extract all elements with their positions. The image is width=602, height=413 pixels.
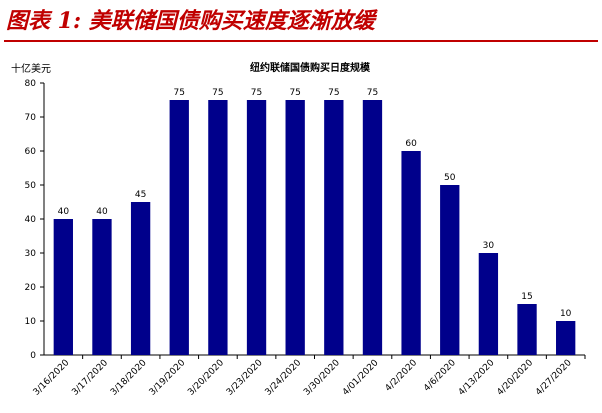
- x-tick-label: 4/13/2020: [457, 358, 497, 398]
- bar: [246, 100, 267, 355]
- x-tick-label: 3/16/2020: [32, 358, 72, 398]
- chart-title: 纽约联储国债购买日度规模: [250, 63, 370, 74]
- x-tick-label: 3/23/2020: [225, 358, 265, 398]
- bar-data-label: 75: [251, 88, 262, 98]
- bar-data-label: 10: [560, 309, 572, 319]
- bar: [478, 253, 499, 355]
- bar: [285, 100, 305, 355]
- bar-data-label: 75: [328, 88, 339, 98]
- bar-data-label: 75: [367, 88, 378, 98]
- x-tick-label: 4/27/2020: [534, 358, 574, 398]
- bar: [324, 100, 344, 355]
- y-tick-label: 60: [25, 147, 37, 157]
- x-tick-label: 4/2/2020: [384, 358, 420, 394]
- bar-data-label: 45: [135, 190, 146, 200]
- bar-data-label: 75: [212, 88, 223, 98]
- y-tick-label: 50: [25, 181, 37, 191]
- bar: [517, 304, 537, 355]
- title-rule: [4, 40, 598, 42]
- bar: [556, 321, 576, 355]
- bar: [440, 185, 460, 355]
- x-tick-label: 3/24/2020: [264, 358, 304, 398]
- y-tick-label: 0: [30, 351, 36, 361]
- x-tick-label: 4/6/2020: [422, 358, 458, 394]
- bar: [208, 100, 228, 355]
- y-tick-label: 40: [25, 215, 37, 225]
- bar: [401, 151, 421, 355]
- figure-title: 图表 1: 美联储国债购买速度逐渐放缓: [6, 8, 375, 34]
- y-tick-label: 30: [25, 249, 37, 259]
- x-tick-label: 3/20/2020: [186, 358, 226, 398]
- bar-data-label: 60: [405, 139, 417, 149]
- x-tick-label: 3/19/2020: [148, 358, 188, 398]
- y-tick-label: 70: [25, 113, 37, 123]
- y-tick-label: 20: [25, 283, 37, 293]
- bar-data-label: 15: [521, 292, 532, 302]
- bar-data-label: 75: [289, 88, 300, 98]
- bar-data-label: 30: [483, 241, 495, 251]
- bar: [53, 219, 73, 355]
- bar: [130, 202, 151, 355]
- x-tick-label: 4/20/2020: [495, 358, 535, 398]
- x-tick-label: 3/18/2020: [109, 358, 149, 398]
- bar-data-label: 75: [174, 88, 185, 98]
- x-tick-label: 3/30/2020: [302, 358, 342, 398]
- y-tick-label: 10: [25, 317, 37, 327]
- x-tick-label: 3/17/2020: [70, 358, 110, 398]
- bar: [169, 100, 189, 355]
- bar: [92, 219, 112, 355]
- bar-data-label: 40: [96, 207, 108, 217]
- bar: [362, 100, 383, 355]
- bar-data-label: 50: [444, 173, 456, 183]
- bar-data-label: 40: [58, 207, 70, 217]
- y-axis-unit-label: 十亿美元: [11, 64, 51, 75]
- x-tick-label: 4/01/2020: [341, 358, 381, 398]
- y-tick-label: 80: [25, 79, 37, 89]
